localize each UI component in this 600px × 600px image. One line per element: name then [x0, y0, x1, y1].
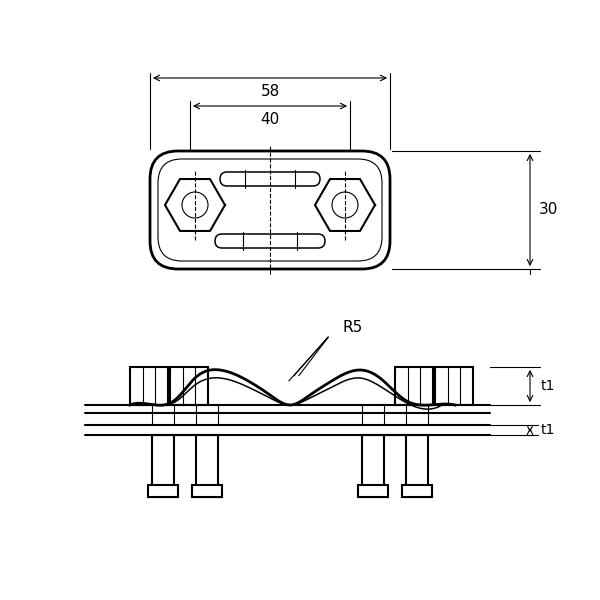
Text: 30: 30 — [538, 202, 557, 217]
Bar — [395, 367, 433, 405]
Text: t1: t1 — [541, 423, 555, 437]
Bar — [130, 367, 168, 405]
Bar — [358, 485, 388, 497]
Bar — [170, 367, 208, 405]
Text: R5: R5 — [342, 319, 362, 335]
Bar — [192, 485, 222, 497]
Bar — [148, 485, 178, 497]
Text: 58: 58 — [260, 85, 280, 100]
Bar — [402, 485, 432, 497]
Bar — [435, 367, 473, 405]
Text: t1: t1 — [541, 379, 555, 393]
Text: 40: 40 — [260, 113, 280, 127]
